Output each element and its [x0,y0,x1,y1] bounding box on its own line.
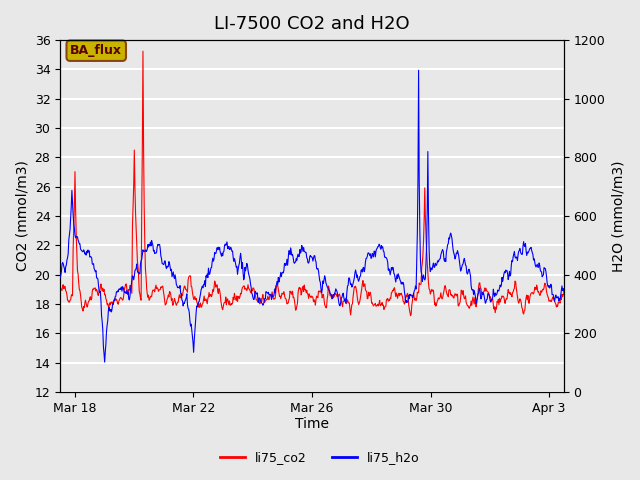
X-axis label: Time: Time [295,418,329,432]
Legend: li75_co2, li75_h2o: li75_co2, li75_h2o [215,446,425,469]
Text: BA_flux: BA_flux [70,44,122,57]
Y-axis label: CO2 (mmol/m3): CO2 (mmol/m3) [15,161,29,272]
Title: LI-7500 CO2 and H2O: LI-7500 CO2 and H2O [214,15,410,33]
Y-axis label: H2O (mmol/m3): H2O (mmol/m3) [611,160,625,272]
